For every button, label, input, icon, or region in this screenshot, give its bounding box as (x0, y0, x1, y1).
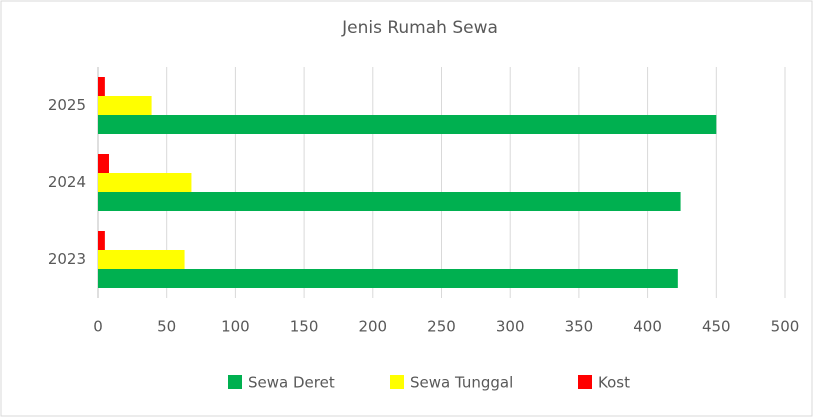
bar (98, 192, 681, 211)
x-tick-label: 200 (358, 318, 387, 336)
bar (98, 77, 105, 96)
y-tick-label: 2023 (48, 250, 86, 268)
legend-swatch (228, 375, 242, 389)
bar (98, 269, 678, 288)
bar (98, 115, 717, 134)
bar (98, 173, 192, 192)
x-tick-label: 450 (702, 318, 731, 336)
legend-swatch (578, 375, 592, 389)
y-tick-label: 2024 (48, 173, 86, 191)
x-tick-label: 0 (93, 318, 103, 336)
x-tick-label: 250 (427, 318, 456, 336)
bar (98, 250, 185, 269)
bar (98, 96, 152, 115)
y-tick-label: 2025 (48, 96, 86, 114)
x-tick-label: 500 (771, 318, 800, 336)
bar (98, 231, 105, 250)
bar (98, 154, 109, 173)
x-tick-label: 100 (221, 318, 250, 336)
legend-label: Kost (598, 374, 630, 392)
x-tick-label: 50 (157, 318, 176, 336)
legend-label: Sewa Deret (248, 374, 335, 392)
legend-swatch (390, 375, 404, 389)
x-tick-label: 150 (290, 318, 319, 336)
x-tick-label: 350 (565, 318, 594, 336)
chart-title: Jenis Rumah Sewa (341, 18, 498, 38)
x-tick-label: 400 (633, 318, 662, 336)
legend-label: Sewa Tunggal (410, 374, 513, 392)
x-tick-label: 300 (496, 318, 525, 336)
